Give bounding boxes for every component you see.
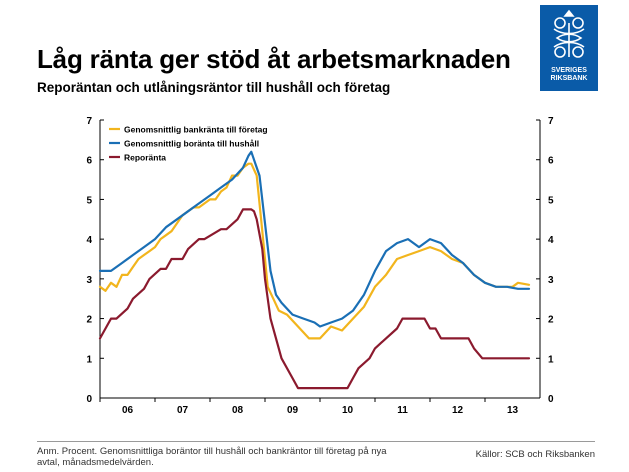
x-tick-label: 10 [342,405,354,416]
legend-label-1: Genomsnittlig bankränta till företag [124,125,268,135]
y-tick-label-right: 7 [548,116,554,127]
chart-legend: Genomsnittlig bankränta till företag Geno… [109,125,268,163]
series-line-2 [98,150,531,328]
page-subtitle: Reporäntan och utlåningsräntor till hush… [37,80,391,95]
y-tick-label-left: 1 [86,354,92,365]
logo-line-1: SVERIGES [551,67,587,74]
y-tick-label-right: 2 [548,315,554,326]
legend-label-2: Genomsnittlig boränta till hushåll [124,139,259,149]
series-line-1 [98,162,531,340]
x-tick-label: 06 [122,405,134,416]
y-tick-label-left: 5 [86,195,92,206]
y-tick-label-left: 6 [86,156,92,167]
x-tick-label: 07 [177,405,189,416]
y-tick-label-right: 4 [548,235,554,246]
x-tick-label: 11 [397,405,408,416]
legend-label-3: Reporänta [124,153,166,163]
chart-series-layer [98,150,531,390]
chart-source: Källor: SCB och Riksbanken [475,449,595,460]
y-tick-label-right: 5 [548,195,554,206]
y-tick-label-right: 0 [548,394,554,405]
y-tick-label-right: 6 [548,156,554,167]
y-tick-label-left: 0 [86,394,92,405]
logo-line-2: RIKSBANK [550,75,588,82]
x-tick-label: 08 [232,405,244,416]
y-tick-label-right: 3 [548,275,554,286]
y-tick-label-left: 7 [86,116,92,127]
y-tick-label-left: 2 [86,315,92,326]
footer-divider [37,441,595,442]
page-title: Låg ränta ger stöd åt arbetsmarknaden [37,44,511,74]
x-tick-label: 12 [452,405,464,416]
riksbank-logo: SVERIGES RIKSBANK [540,5,598,91]
series-line-3 [98,208,531,390]
y-tick-label-left: 3 [86,275,92,286]
y-tick-label-right: 1 [548,354,554,365]
chart-axes: 0 01 12 23 34 45 56 67 706 07 08 09 10 11 12 13 [86,116,554,416]
x-tick-label: 13 [507,405,519,416]
chart-footnote: Anm. Procent. Genomsnittliga boräntor ti… [37,446,387,468]
crest-icon [553,9,585,58]
y-tick-label-left: 4 [86,235,92,246]
x-tick-label: 09 [287,405,299,416]
